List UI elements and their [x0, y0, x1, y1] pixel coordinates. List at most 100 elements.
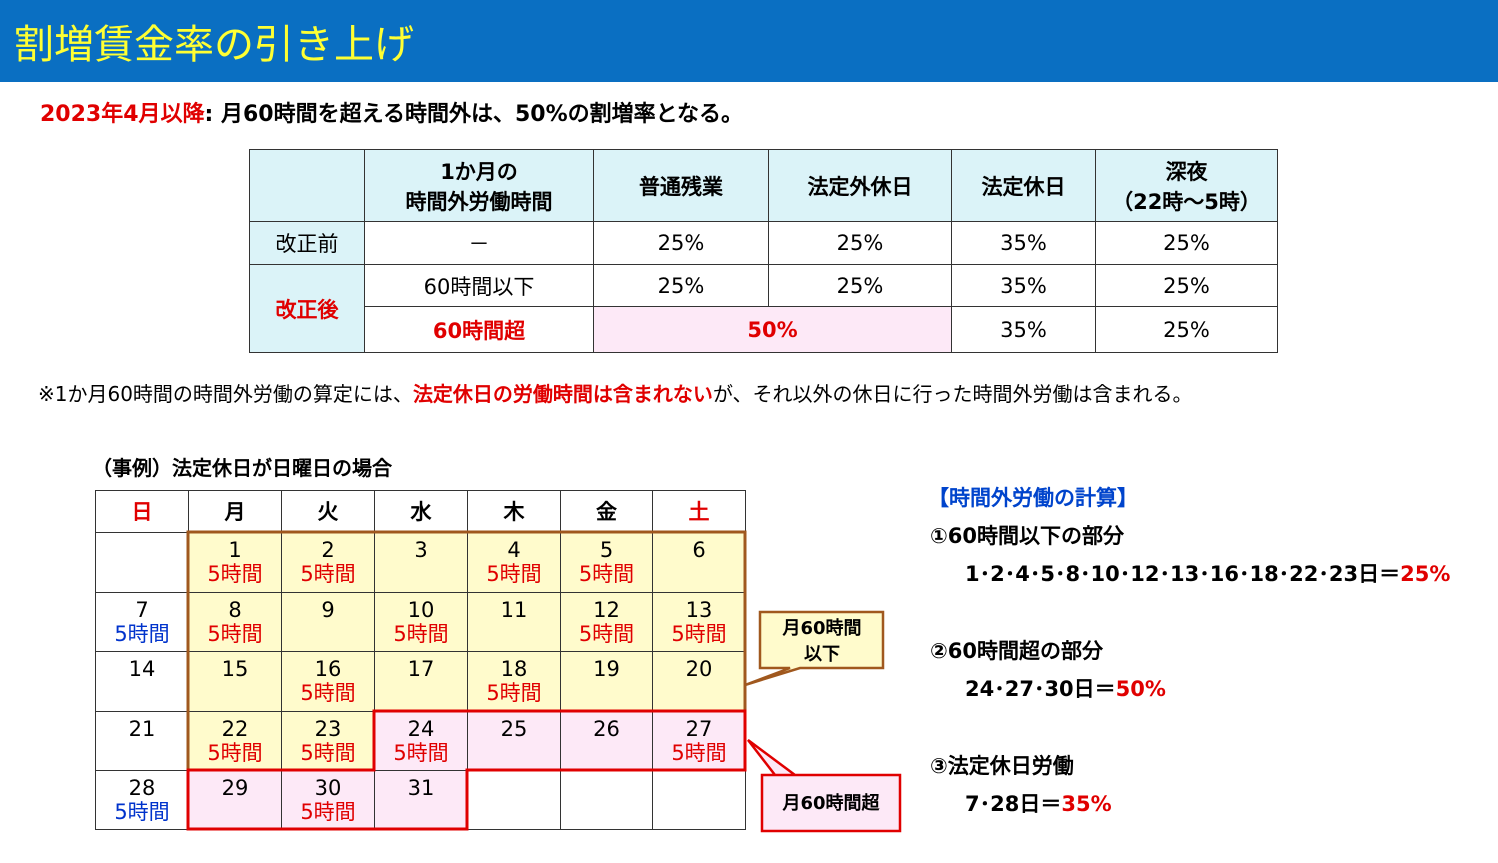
day-hours: 5時間: [578, 562, 635, 586]
day-hours: 5時間: [486, 562, 542, 586]
day-number: 11: [500, 598, 528, 622]
day-hours: 5時間: [207, 622, 263, 646]
day-hours: 5時間: [300, 741, 356, 765]
cell: 35%: [951, 306, 1096, 353]
day-hours: 5時間: [393, 741, 449, 765]
column-header: 深夜 （22時～5時）: [1095, 149, 1278, 222]
calc-rate: 35%: [1061, 792, 1112, 816]
calc-days: 1･2･4･5･8･10･12･13･16･18･22･23日＝: [965, 562, 1401, 586]
calc-line: 7･28日＝35%: [965, 788, 1112, 818]
column-header: 普通残業: [593, 149, 769, 222]
day-number: 30: [314, 776, 342, 800]
day-hours: 5時間: [207, 562, 263, 586]
day-cell: 1 5時間: [188, 532, 282, 593]
line: 時間外労働時間: [405, 189, 553, 214]
day-number: 10: [407, 598, 435, 622]
callout-text: 以下: [804, 644, 840, 665]
day-hours: 5時間: [114, 622, 170, 646]
day-cell: 20: [652, 651, 746, 712]
calc-line: 1･2･4･5･8･10･12･13･16･18･22･23日＝25%: [965, 558, 1450, 588]
calc-heading: 【時間外労働の計算】: [928, 486, 1138, 510]
day-number: 23: [314, 717, 342, 741]
day-cell: 10 5時間: [374, 592, 468, 652]
day-number: 17: [407, 657, 435, 681]
line: （22時～5時）: [1112, 189, 1261, 214]
day-number: 4: [507, 538, 521, 562]
calc-label: ②60時間超の部分: [930, 639, 1104, 663]
day-number: 1: [228, 538, 242, 562]
day-cell: 23 5時間: [281, 711, 375, 771]
day-cell: 7 5時間: [95, 592, 189, 652]
day-number: 29: [221, 776, 249, 800]
day-cell: 9: [281, 592, 375, 652]
under-outline: [186, 530, 747, 772]
day-cell: 21: [95, 711, 189, 771]
calc-label: ①60時間以下の部分: [930, 524, 1125, 548]
line: 法定外休日: [807, 174, 913, 199]
day-number: 8: [228, 598, 242, 622]
over-callout: [747, 738, 902, 833]
day-number: 24: [407, 717, 435, 741]
day-cell: [95, 532, 189, 593]
day-cell: 5 5時間: [560, 532, 653, 593]
day-cell: 16 5時間: [281, 651, 375, 712]
summary: 2023年4月以降: 月60時間を超える時間外は、50%の割増率となる。: [40, 96, 743, 128]
day-cell: 22 5時間: [188, 711, 282, 771]
cell: 25%: [593, 221, 769, 265]
cell: 50%: [593, 306, 952, 353]
column-header: 法定休日: [951, 149, 1096, 222]
day-hours: 5時間: [300, 681, 356, 705]
day-hours: 5時間: [393, 622, 449, 646]
day-cell: 29: [188, 770, 282, 830]
corner: [249, 149, 365, 222]
line: 法定休日: [981, 174, 1066, 199]
note: ※1か月60時間の時間外労働の算定には、法定休日の労働時間は含まれないが、それ以…: [38, 378, 1193, 407]
note-text: ※1か月60時間の時間外労働の算定には、: [38, 382, 413, 406]
day-number: 31: [407, 776, 435, 800]
calc-rate: 50%: [1115, 677, 1166, 701]
line: 1か月の: [440, 159, 518, 184]
day-cell: 12 5時間: [560, 592, 653, 652]
day-hours: 5時間: [300, 800, 356, 824]
day-cell: 17: [374, 651, 468, 712]
callout-text: 月60時間: [781, 618, 861, 639]
day-number: 7: [135, 598, 149, 622]
day-hours: 5時間: [671, 741, 727, 765]
day-cell: 14: [95, 651, 189, 712]
cell: 35%: [951, 264, 1096, 307]
calc-days: 24･27･30日＝: [965, 677, 1116, 701]
day-number: 27: [685, 717, 713, 741]
cell: 25%: [768, 221, 952, 265]
summary-text: : 月60時間を超える時間外は、50%の割増率となる。: [204, 102, 743, 127]
line: 深夜: [1165, 159, 1208, 184]
day-number: 2: [321, 538, 335, 562]
day-number: 19: [593, 657, 620, 681]
day-number: 25: [500, 717, 528, 741]
day-cell: 6: [652, 532, 746, 593]
cell: 60時間超: [364, 306, 594, 353]
under-callout: [744, 610, 885, 687]
day-cell: 19: [560, 651, 653, 712]
rate-table: 1か月の時間外労働時間 普通残業 法定外休日 法定休日 深夜 （22時～5時） 改…: [249, 149, 1278, 353]
day-cell: 8 5時間: [188, 592, 282, 652]
day-hours: 5時間: [486, 681, 542, 705]
day-number: 3: [414, 538, 428, 562]
day-number: 15: [221, 657, 249, 681]
day-number: 14: [128, 657, 156, 681]
day-hours: 5時間: [578, 622, 635, 646]
note-text: が、それ以外の休日に行った時間外労働は含まれる。: [712, 382, 1193, 406]
line: 普通残業: [639, 174, 723, 199]
calc-rate: 25%: [1400, 562, 1451, 586]
note-emphasis: 法定休日の労働時間は含まれない: [412, 382, 713, 406]
day-number: 26: [593, 717, 620, 741]
day-number: 18: [500, 657, 528, 681]
day-number: 21: [128, 717, 156, 741]
row-label: 改正後: [249, 264, 365, 353]
day-number: 5: [599, 538, 614, 562]
day-hours: 5時間: [114, 800, 170, 824]
cell: 25%: [1095, 221, 1278, 265]
calendar-caption: （事例）法定休日が日曜日の場合: [92, 456, 392, 480]
day-number: 9: [321, 598, 335, 622]
